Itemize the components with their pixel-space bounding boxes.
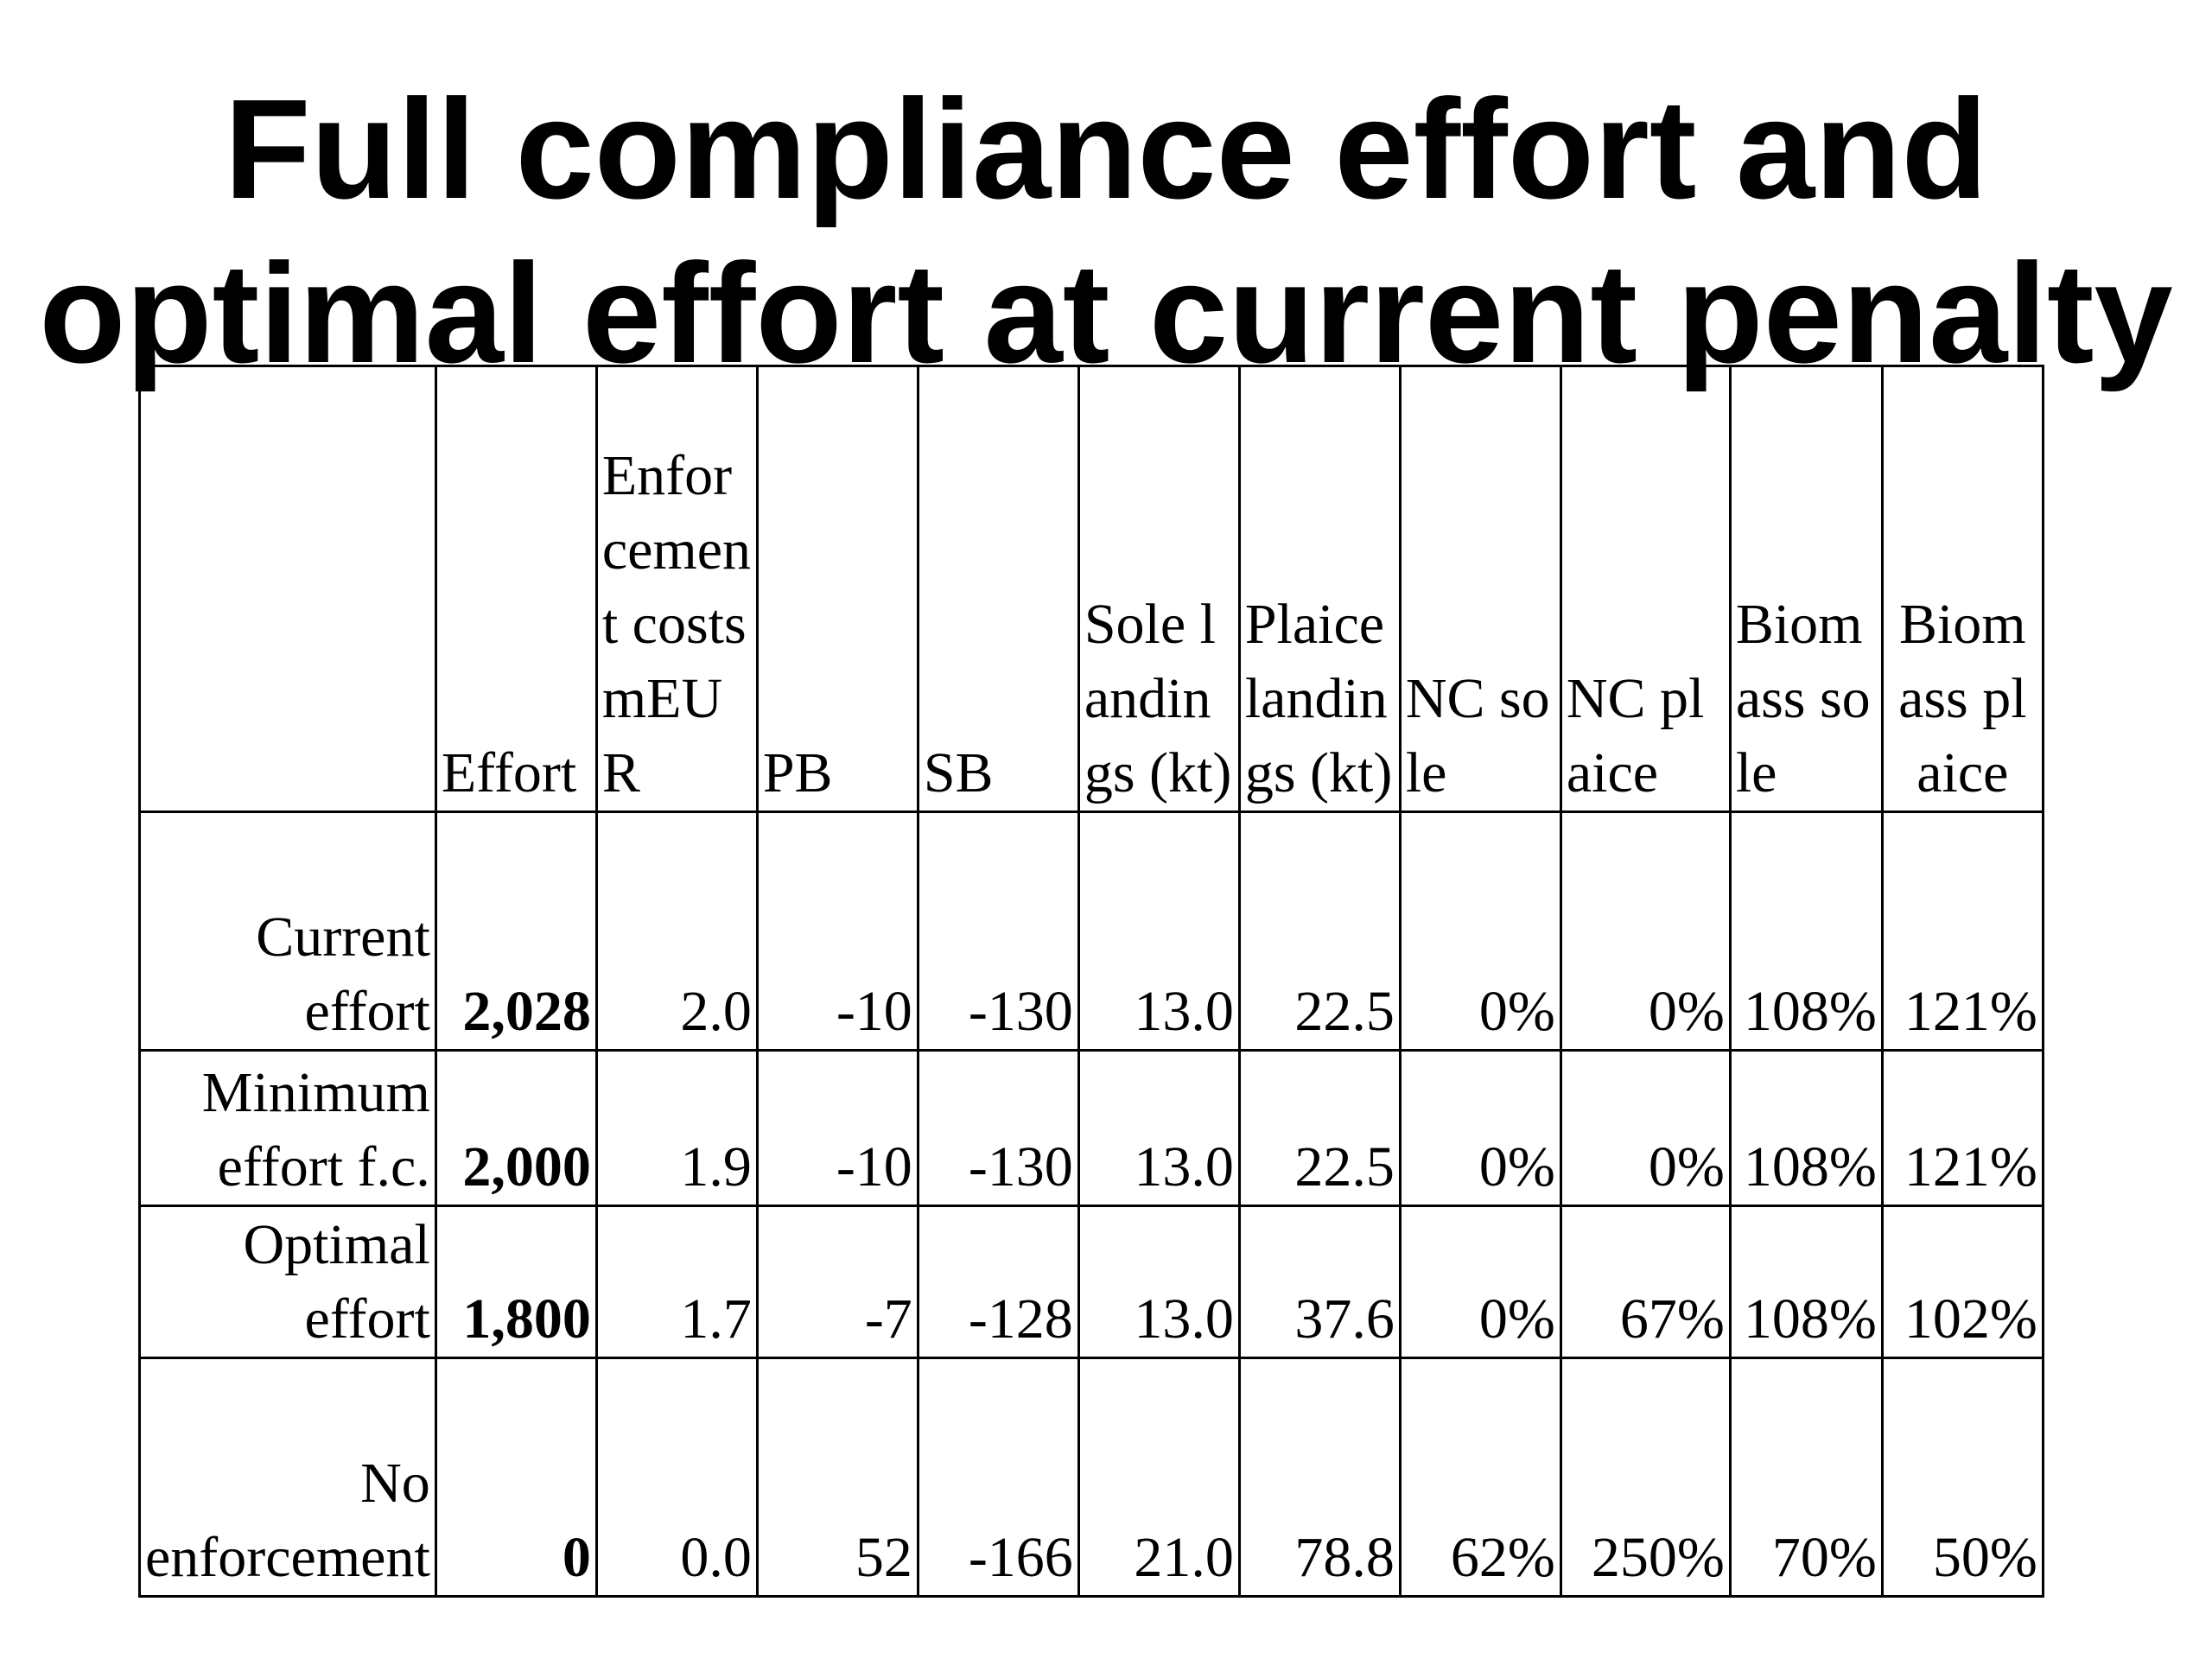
cell-nc-plaice: 67%	[1559, 1205, 1732, 1359]
cell-sole-landings: 13.0	[1077, 1205, 1241, 1359]
cell-sb: -166	[916, 1357, 1080, 1598]
cell-biomass-plaice: 102%	[1880, 1205, 2044, 1359]
row-label: No enforcement	[138, 1357, 437, 1598]
cell-nc-plaice: 0%	[1559, 810, 1732, 1052]
cell-nc-plaice: 0%	[1559, 1049, 1732, 1207]
cell-enforcement-costs: 1.9	[594, 1049, 759, 1207]
cell-biomass-sole: 108%	[1728, 1049, 1884, 1207]
header-cell-effort: Effort	[434, 365, 598, 813]
results-table: Effort Enforcement costs mEUR PB SB Sole…	[138, 365, 2044, 1598]
header-cell-blank	[138, 365, 437, 813]
results-table-wrapper: Effort Enforcement costs mEUR PB SB Sole…	[138, 365, 2044, 1598]
row-label: Optimal effort	[138, 1205, 437, 1359]
cell-biomass-plaice: 50%	[1880, 1357, 2044, 1598]
header-cell-pb: PB	[755, 365, 919, 813]
cell-effort: 2,028	[434, 810, 598, 1052]
cell-sb: -128	[916, 1205, 1080, 1359]
cell-plaice-landings: 22.5	[1237, 1049, 1402, 1207]
table-row-no-enforcement: No enforcement 0 0.0 52 -166 21.0 78.8 6…	[138, 1357, 2044, 1598]
cell-nc-sole: 0%	[1398, 1049, 1562, 1207]
cell-sole-landings: 13.0	[1077, 810, 1241, 1052]
slide-title-line-1: Full compliance effort and	[224, 70, 1988, 228]
cell-biomass-sole: 108%	[1728, 810, 1884, 1052]
cell-pb: -10	[755, 810, 919, 1052]
header-cell-nc-sole: NC sole	[1398, 365, 1562, 813]
cell-effort: 1,800	[434, 1205, 598, 1359]
cell-plaice-landings: 78.8	[1237, 1357, 1402, 1598]
table-row-minimum-effort: Minimum effort f.c. 2,000 1.9 -10 -130 1…	[138, 1049, 2044, 1207]
row-label: Current effort	[138, 810, 437, 1052]
slide-title: Full compliance effort and optimal effor…	[0, 67, 2212, 396]
table-row-current-effort: Current effort 2,028 2.0 -10 -130 13.0 2…	[138, 810, 2044, 1052]
table-row-optimal-effort: Optimal effort 1,800 1.7 -7 -128 13.0 37…	[138, 1205, 2044, 1359]
cell-biomass-plaice: 121%	[1880, 810, 2044, 1052]
cell-sb: -130	[916, 1049, 1080, 1207]
cell-biomass-sole: 70%	[1728, 1357, 1884, 1598]
cell-biomass-plaice: 121%	[1880, 1049, 2044, 1207]
cell-pb: 52	[755, 1357, 919, 1598]
table-header-row: Effort Enforcement costs mEUR PB SB Sole…	[138, 365, 2044, 813]
cell-plaice-landings: 37.6	[1237, 1205, 1402, 1359]
row-label: Minimum effort f.c.	[138, 1049, 437, 1207]
header-cell-sb: SB	[916, 365, 1080, 813]
cell-nc-sole: 0%	[1398, 1205, 1562, 1359]
cell-plaice-landings: 22.5	[1237, 810, 1402, 1052]
cell-nc-plaice: 250%	[1559, 1357, 1732, 1598]
cell-enforcement-costs: 2.0	[594, 810, 759, 1052]
header-cell-biomass-sole: Biomass sole	[1728, 365, 1884, 813]
header-cell-plaice-landings: Plaice landings (kt)	[1237, 365, 1402, 813]
header-cell-biomass-plaice: Biomass plaice	[1880, 365, 2044, 813]
cell-effort: 0	[434, 1357, 598, 1598]
cell-pb: -10	[755, 1049, 919, 1207]
cell-sb: -130	[916, 810, 1080, 1052]
cell-biomass-sole: 108%	[1728, 1205, 1884, 1359]
cell-effort: 2,000	[434, 1049, 598, 1207]
cell-enforcement-costs: 1.7	[594, 1205, 759, 1359]
header-cell-nc-plaice: NC plaice	[1559, 365, 1732, 813]
cell-nc-sole: 0%	[1398, 810, 1562, 1052]
cell-nc-sole: 62%	[1398, 1357, 1562, 1598]
cell-sole-landings: 13.0	[1077, 1049, 1241, 1207]
cell-pb: -7	[755, 1205, 919, 1359]
header-cell-sole-landings: Sole landings (kt)	[1077, 365, 1241, 813]
cell-enforcement-costs: 0.0	[594, 1357, 759, 1598]
cell-sole-landings: 21.0	[1077, 1357, 1241, 1598]
header-cell-enforcement-costs: Enforcement costs mEUR	[594, 365, 759, 813]
